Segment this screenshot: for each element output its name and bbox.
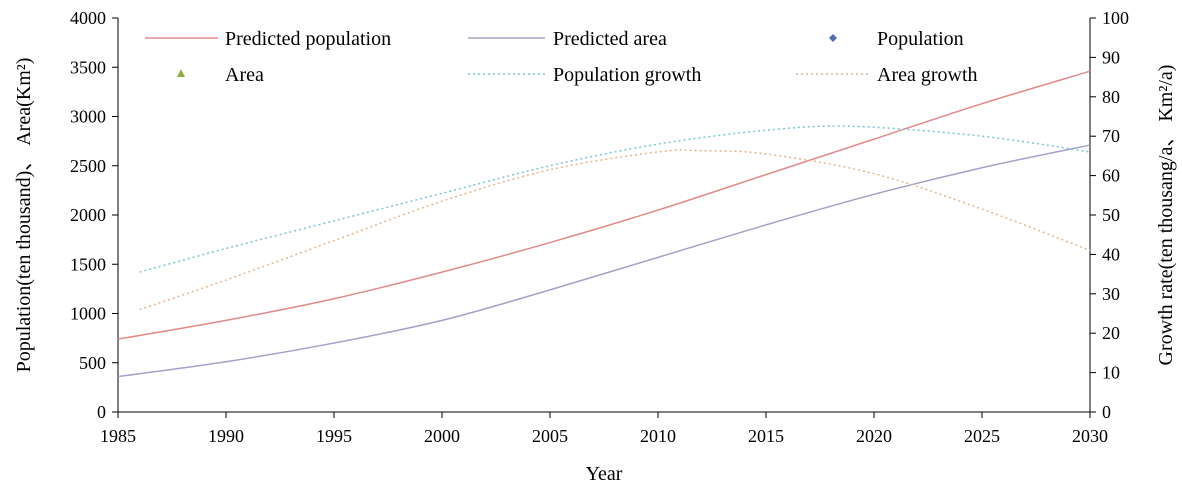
y-right-tick-label: 20 — [1102, 323, 1120, 343]
legend: Predicted population Predicted area Popu… — [145, 28, 978, 86]
x-tick-label: 1995 — [316, 426, 352, 446]
y-right-tick-label: 60 — [1102, 166, 1120, 186]
x-tick-label: 1985 — [100, 426, 136, 446]
legend-item-predicted-area: Predicted area — [468, 28, 667, 50]
legend-label-population-growth: Population growth — [553, 64, 701, 86]
y-right-tick-label: 90 — [1102, 47, 1120, 67]
y-left-tick-label: 4000 — [70, 8, 106, 28]
y-right-tick-label: 50 — [1102, 205, 1120, 225]
series-line-predicted-population — [117, 70, 1091, 340]
y-axis-left-title: Population(ten thousand)、 Area(Km²) — [13, 58, 35, 373]
y-left-tick-label: 3500 — [70, 57, 106, 77]
y-left-tick-label: 2500 — [70, 156, 106, 176]
series-line-predicted-area — [117, 144, 1091, 378]
x-tick-label: 2000 — [424, 426, 460, 446]
series-line-population-growth — [139, 125, 1091, 273]
series-layer — [117, 70, 1091, 378]
legend-label-area-growth: Area growth — [877, 64, 978, 86]
y-right-tick-label: 70 — [1102, 126, 1120, 146]
y-right-tick-label: 10 — [1102, 363, 1120, 383]
x-tick-label: 2030 — [1072, 426, 1108, 446]
series-line-area-growth — [139, 149, 1091, 311]
y-right-tick-label: 80 — [1102, 87, 1120, 107]
legend-item-predicted-population: Predicted population — [145, 28, 391, 50]
y-axis-left-ticks: 0 500 1000 1500 2000 2500 3000 3500 4000 — [70, 8, 118, 422]
y-axis-right-ticks: 0 10 20 30 40 50 60 70 80 90 100 — [1090, 8, 1129, 422]
y-left-tick-label: 1500 — [70, 254, 106, 274]
y-right-tick-label: 40 — [1102, 244, 1120, 264]
x-tick-label: 2005 — [532, 426, 568, 446]
legend-label-population: Population — [877, 28, 964, 50]
y-right-tick-label: 0 — [1102, 402, 1111, 422]
y-left-tick-label: 2000 — [70, 205, 106, 225]
x-tick-label: 2025 — [964, 426, 1000, 446]
x-tick-label: 1990 — [208, 426, 244, 446]
legend-label-predicted-population: Predicted population — [225, 28, 391, 50]
legend-item-area: Area — [177, 64, 264, 86]
legend-swatch-population-diamond — [829, 34, 837, 42]
legend-item-area-growth: Area growth — [796, 64, 978, 86]
x-axis-ticks: 1985 1990 1995 2000 2005 2010 2015 2020 2025 2030 — [100, 412, 1108, 446]
y-right-tick-label: 30 — [1102, 284, 1120, 304]
y-left-tick-label: 1000 — [70, 304, 106, 324]
x-tick-label: 2010 — [640, 426, 676, 446]
legend-item-population: Population — [829, 28, 964, 50]
y-left-tick-label: 500 — [79, 353, 106, 373]
x-tick-label: 2020 — [856, 426, 892, 446]
y-axis-right-title: Growth rate(ten thousang/a、 Km²/a) — [1155, 65, 1177, 366]
x-axis-title: Year — [586, 463, 623, 485]
legend-label-area: Area — [225, 64, 264, 86]
y-left-tick-label: 3000 — [70, 107, 106, 127]
x-tick-label: 2015 — [748, 426, 784, 446]
y-left-tick-label: 0 — [97, 402, 106, 422]
legend-swatch-area-triangle — [177, 69, 185, 77]
legend-label-predicted-area: Predicted area — [553, 28, 667, 50]
legend-item-population-growth: Population growth — [468, 64, 701, 86]
y-right-tick-label: 100 — [1102, 8, 1129, 28]
